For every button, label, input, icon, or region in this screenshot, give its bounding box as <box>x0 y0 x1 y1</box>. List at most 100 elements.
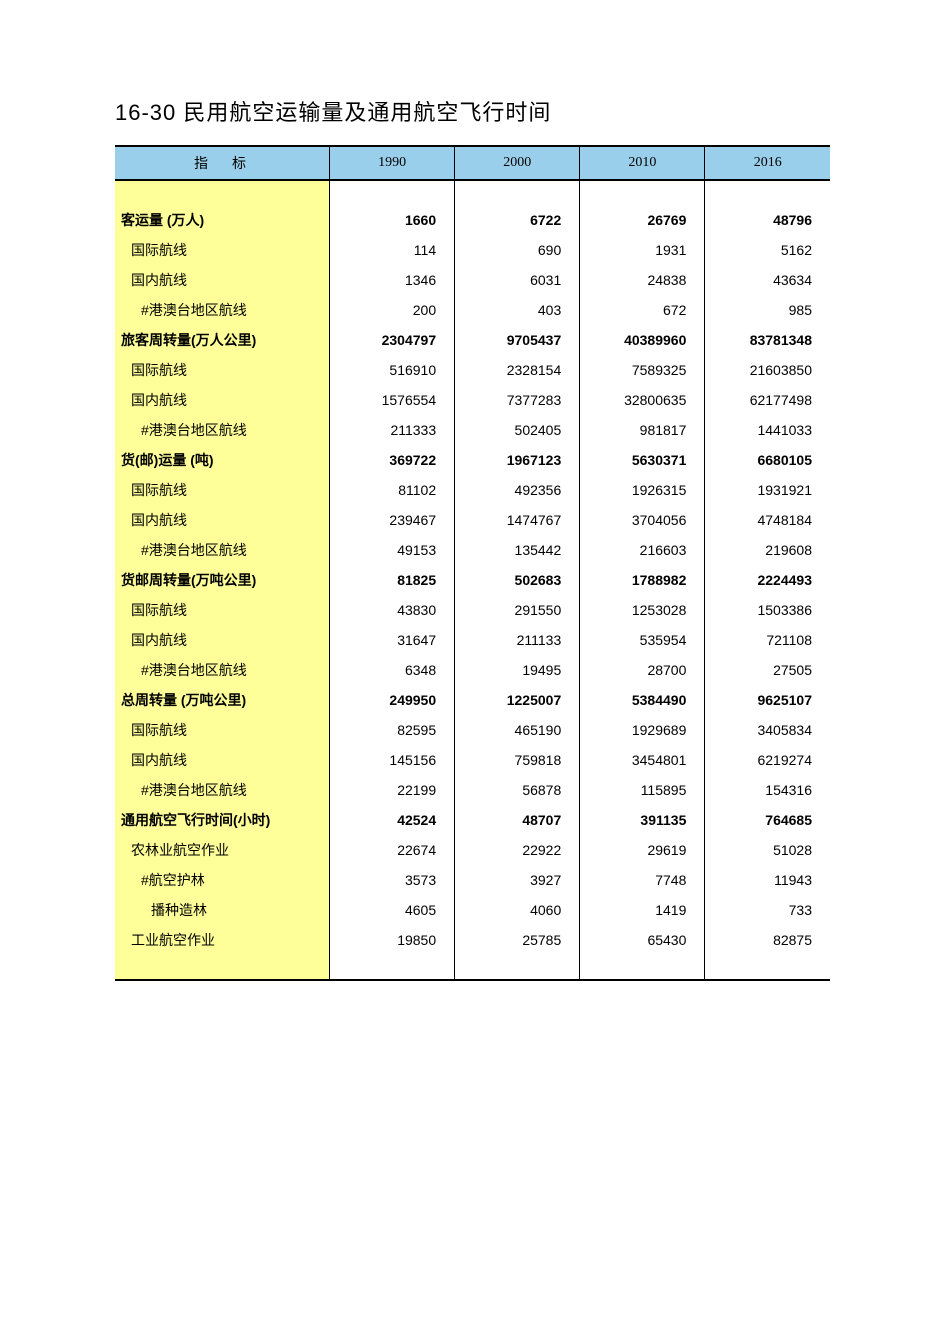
table-row: 总周转量 (万吨公里)249950122500753844909625107 <box>115 685 830 715</box>
row-value: 502683 <box>455 565 580 595</box>
row-value: 690 <box>455 235 580 265</box>
row-value: 65430 <box>580 925 705 955</box>
row-value: 82875 <box>705 925 830 955</box>
row-value: 219608 <box>705 535 830 565</box>
row-value: 211133 <box>455 625 580 655</box>
row-value: 22674 <box>330 835 455 865</box>
row-label: #港澳台地区航线 <box>115 415 330 445</box>
row-value: 1419 <box>580 895 705 925</box>
row-value: 3454801 <box>580 745 705 775</box>
row-value: 239467 <box>330 505 455 535</box>
year-header-3: 2016 <box>705 146 830 180</box>
row-label: 国际航线 <box>115 235 330 265</box>
row-value: 21603850 <box>705 355 830 385</box>
row-value: 1926315 <box>580 475 705 505</box>
row-value: 200 <box>330 295 455 325</box>
table-header-row: 指标 1990 2000 2010 2016 <box>115 146 830 180</box>
table-row: 货(邮)运量 (吨)369722196712356303716680105 <box>115 445 830 475</box>
table-row: 通用航空飞行时间(小时)4252448707391135764685 <box>115 805 830 835</box>
row-value: 48796 <box>705 205 830 235</box>
row-label: 国际航线 <box>115 355 330 385</box>
row-value: 403 <box>455 295 580 325</box>
row-value: 1660 <box>330 205 455 235</box>
row-value: 764685 <box>705 805 830 835</box>
row-label: 国内航线 <box>115 385 330 415</box>
row-value: 1788982 <box>580 565 705 595</box>
page-title: 16-30 民用航空运输量及通用航空飞行时间 <box>115 95 830 127</box>
row-value: 1503386 <box>705 595 830 625</box>
table-row: #港澳台地区航线200403672985 <box>115 295 830 325</box>
row-value: 3573 <box>330 865 455 895</box>
row-label: 国内航线 <box>115 745 330 775</box>
row-value: 1931921 <box>705 475 830 505</box>
row-value: 145156 <box>330 745 455 775</box>
row-label: 国内航线 <box>115 625 330 655</box>
row-value: 672 <box>580 295 705 325</box>
row-label: 国内航线 <box>115 505 330 535</box>
row-value: 291550 <box>455 595 580 625</box>
table-row: 国际航线5169102328154758932521603850 <box>115 355 830 385</box>
row-label: 国内航线 <box>115 265 330 295</box>
table-row: #港澳台地区航线49153135442216603219608 <box>115 535 830 565</box>
aviation-data-table: 指标 1990 2000 2010 2016 客运量 (万人)166067222… <box>115 145 830 981</box>
table-cell <box>580 955 705 980</box>
row-label: 客运量 (万人) <box>115 205 330 235</box>
row-value: 7748 <box>580 865 705 895</box>
row-value: 11943 <box>705 865 830 895</box>
row-value: 3927 <box>455 865 580 895</box>
table-row: 工业航空作业19850257856543082875 <box>115 925 830 955</box>
row-label: 货(邮)运量 (吨) <box>115 445 330 475</box>
table-row: #航空护林35733927774811943 <box>115 865 830 895</box>
row-value: 721108 <box>705 625 830 655</box>
row-value: 1967123 <box>455 445 580 475</box>
row-value: 27505 <box>705 655 830 685</box>
row-value: 49153 <box>330 535 455 565</box>
row-value: 1225007 <box>455 685 580 715</box>
row-label: #港澳台地区航线 <box>115 655 330 685</box>
row-value: 32800635 <box>580 385 705 415</box>
table-row: 国际航线4383029155012530281503386 <box>115 595 830 625</box>
row-label: 国际航线 <box>115 715 330 745</box>
row-value: 2224493 <box>705 565 830 595</box>
year-header-0: 1990 <box>330 146 455 180</box>
row-value: 211333 <box>330 415 455 445</box>
row-value: 9705437 <box>455 325 580 355</box>
table-row: 国内航线14515675981834548016219274 <box>115 745 830 775</box>
row-value: 154316 <box>705 775 830 805</box>
row-label: #航空护林 <box>115 865 330 895</box>
row-value: 249950 <box>330 685 455 715</box>
row-value: 733 <box>705 895 830 925</box>
row-value: 4060 <box>455 895 580 925</box>
row-value: 3704056 <box>580 505 705 535</box>
table-spacer-row <box>115 955 830 980</box>
row-label: 播种造林 <box>115 895 330 925</box>
table-cell <box>455 955 580 980</box>
table-row: #港澳台地区航线6348194952870027505 <box>115 655 830 685</box>
row-value: 26769 <box>580 205 705 235</box>
row-value: 5384490 <box>580 685 705 715</box>
table-row: 国内航线239467147476737040564748184 <box>115 505 830 535</box>
year-header-2: 2010 <box>580 146 705 180</box>
table-row: 国际航线8110249235619263151931921 <box>115 475 830 505</box>
row-value: 9625107 <box>705 685 830 715</box>
row-value: 6722 <box>455 205 580 235</box>
table-cell <box>115 180 330 205</box>
row-value: 43634 <box>705 265 830 295</box>
table-cell <box>330 955 455 980</box>
row-value: 1576554 <box>330 385 455 415</box>
table-row: 国际航线8259546519019296893405834 <box>115 715 830 745</box>
year-header-1: 2000 <box>455 146 580 180</box>
row-value: 4605 <box>330 895 455 925</box>
row-value: 1346 <box>330 265 455 295</box>
row-value: 6031 <box>455 265 580 295</box>
table-row: 旅客周转量(万人公里)23047979705437403899608378134… <box>115 325 830 355</box>
row-value: 40389960 <box>580 325 705 355</box>
row-value: 1931 <box>580 235 705 265</box>
table-cell <box>455 180 580 205</box>
row-value: 19495 <box>455 655 580 685</box>
row-value: 985 <box>705 295 830 325</box>
row-label: 工业航空作业 <box>115 925 330 955</box>
row-value: 31647 <box>330 625 455 655</box>
table-cell <box>330 180 455 205</box>
row-label: #港澳台地区航线 <box>115 295 330 325</box>
